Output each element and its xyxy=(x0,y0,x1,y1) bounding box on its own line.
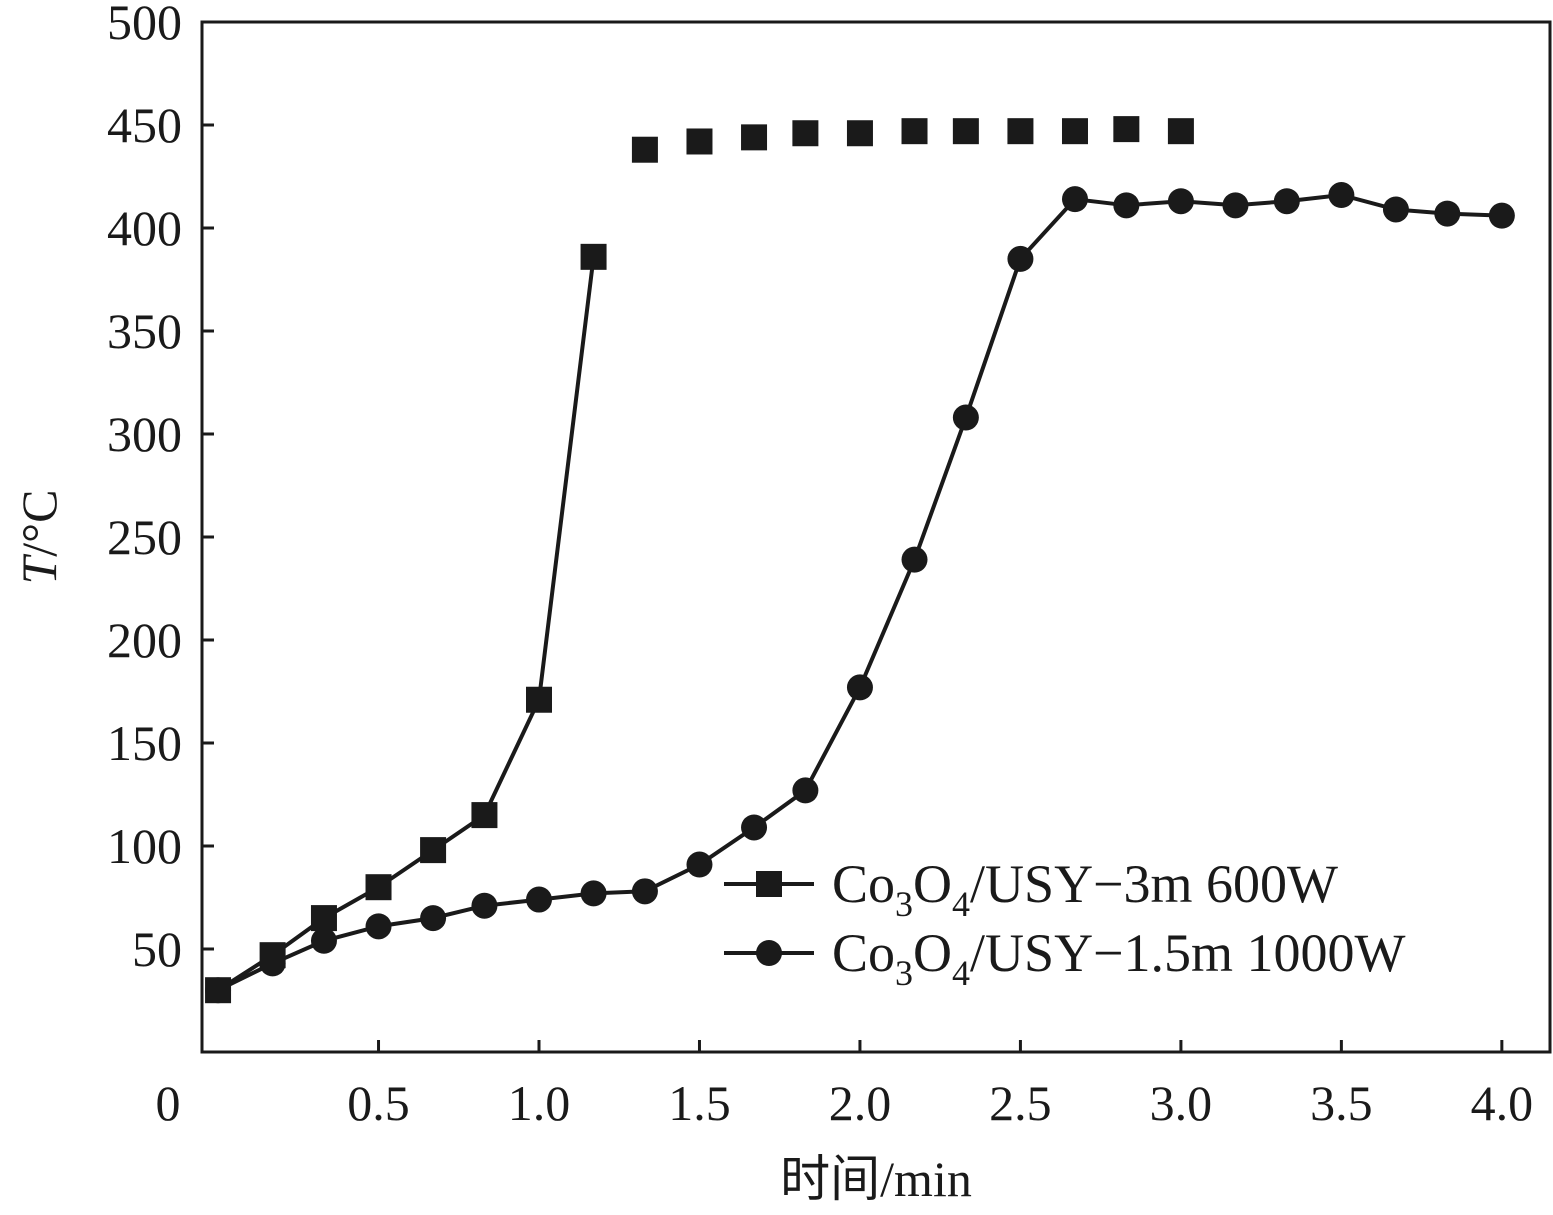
series-1-point xyxy=(1113,116,1140,143)
legend-marker-1 xyxy=(756,871,782,897)
x-tick-label: 2.5 xyxy=(989,1075,1052,1131)
series-2-point xyxy=(580,880,607,907)
series-1-point xyxy=(1167,118,1194,145)
series-1-point xyxy=(1007,118,1034,145)
x-tick-label: 0 xyxy=(156,1075,181,1131)
legend-label-1: Co3O4/USY−3m 600W xyxy=(832,854,1338,924)
series-2-point xyxy=(526,886,552,913)
y-tick-label: 500 xyxy=(107,0,182,50)
x-tick-label: 1.5 xyxy=(668,1075,731,1131)
series-2-point xyxy=(310,927,337,954)
x-axis-label: 时间/min xyxy=(780,1151,972,1207)
series-1-point xyxy=(741,124,768,151)
series-1-point xyxy=(901,118,928,145)
series-2-point xyxy=(1167,188,1194,215)
series-1-point xyxy=(846,120,873,147)
y-tick-label: 350 xyxy=(107,303,182,359)
y-tick-label: 250 xyxy=(107,509,182,565)
series-2-point xyxy=(1222,192,1249,219)
series-2-point xyxy=(846,674,873,701)
series-1-point xyxy=(310,905,337,932)
series-2-point xyxy=(1007,245,1034,272)
series-1-point xyxy=(631,136,658,163)
y-tick-label: 150 xyxy=(107,715,182,771)
series-2-point xyxy=(952,404,979,431)
series-2-point xyxy=(471,892,498,919)
series-1-point xyxy=(471,802,498,829)
series-2-point xyxy=(686,851,713,878)
series-1-point xyxy=(580,243,607,270)
y-tick-label: 100 xyxy=(107,818,182,874)
series-2-point xyxy=(741,814,768,841)
series-2-point xyxy=(792,777,819,804)
y-tick-label: 300 xyxy=(107,406,182,462)
series-1-point xyxy=(420,837,447,864)
series-1-point xyxy=(526,686,552,713)
y-tick-label: 50 xyxy=(132,921,182,977)
series-2-point xyxy=(1273,188,1300,215)
series-2-point xyxy=(259,950,286,977)
x-tick-label: 3.0 xyxy=(1150,1075,1213,1131)
axis-ticks xyxy=(202,20,1504,1052)
legend-marker-2 xyxy=(756,940,782,966)
x-tick-label: 1.0 xyxy=(508,1075,571,1131)
series-1-point xyxy=(1061,118,1088,145)
series-2-point xyxy=(1113,192,1140,219)
legend-label-2: Co3O4/USY−1.5m 1000W xyxy=(832,923,1406,993)
series-2-point xyxy=(1488,202,1515,229)
series-2-point xyxy=(1434,200,1461,227)
series-2-point xyxy=(205,977,232,1004)
x-tick-label: 3.5 xyxy=(1310,1075,1373,1131)
y-axis-label: T/°C xyxy=(11,489,67,584)
x-tick-label: 4.0 xyxy=(1471,1075,1534,1131)
series-2-point xyxy=(631,878,658,905)
series-1-point xyxy=(792,120,819,147)
series-2-point xyxy=(1061,186,1088,213)
series-1-point xyxy=(686,128,713,155)
x-tick-label: 0.5 xyxy=(347,1075,410,1131)
series-2-point xyxy=(420,905,447,932)
series-1-line xyxy=(216,256,596,992)
series-markers xyxy=(205,116,1515,1004)
series-2-point xyxy=(1328,182,1355,209)
x-tick-label: 2.0 xyxy=(829,1075,892,1131)
series-1-point xyxy=(365,874,392,901)
y-tick-label: 200 xyxy=(107,612,182,668)
series-2-point xyxy=(365,913,392,940)
y-tick-label: 450 xyxy=(107,97,182,153)
series-2-point xyxy=(901,546,928,573)
series-2-point xyxy=(1382,196,1409,223)
axis-tick-labels: 0 0.5 1.0 1.5 2.0 2.5 3.0 3.5 4.0 50 100 150 200 250 3… xyxy=(107,0,1533,1131)
series-1-point xyxy=(952,118,979,145)
y-tick-label: 400 xyxy=(107,200,182,256)
y-axis-label-symbol: T xyxy=(11,554,67,585)
y-axis-label-unit: /°C xyxy=(11,489,67,556)
